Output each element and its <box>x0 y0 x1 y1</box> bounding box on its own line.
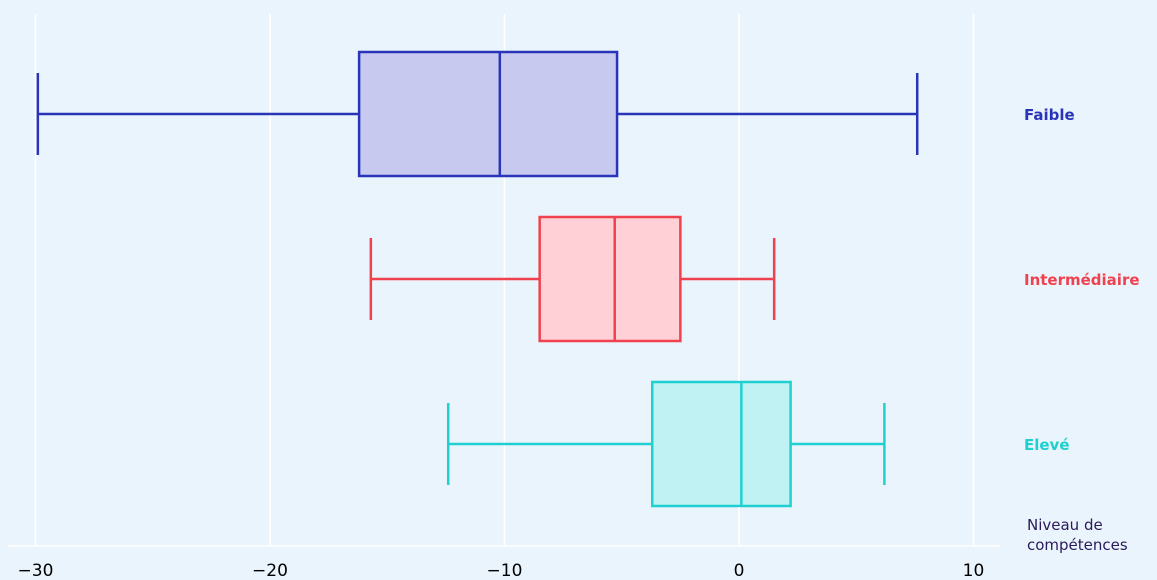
x-tick-label: −10 <box>487 561 523 580</box>
category-label: Faible <box>1024 106 1075 124</box>
x-tick-label: 10 <box>963 561 985 580</box>
legend-title-line: compétences <box>1027 536 1128 554</box>
box-iqr <box>538 215 682 343</box>
box-iqr <box>650 380 792 508</box>
x-tick-label: −30 <box>18 561 54 580</box>
box-iqr <box>357 50 619 178</box>
category-label: Elevé <box>1024 436 1070 454</box>
legend-title-line: Niveau de <box>1027 516 1103 534</box>
x-tick-label: −20 <box>252 561 288 580</box>
x-tick-label: 0 <box>734 561 745 580</box>
category-label: Intermédiaire <box>1024 271 1140 289</box>
